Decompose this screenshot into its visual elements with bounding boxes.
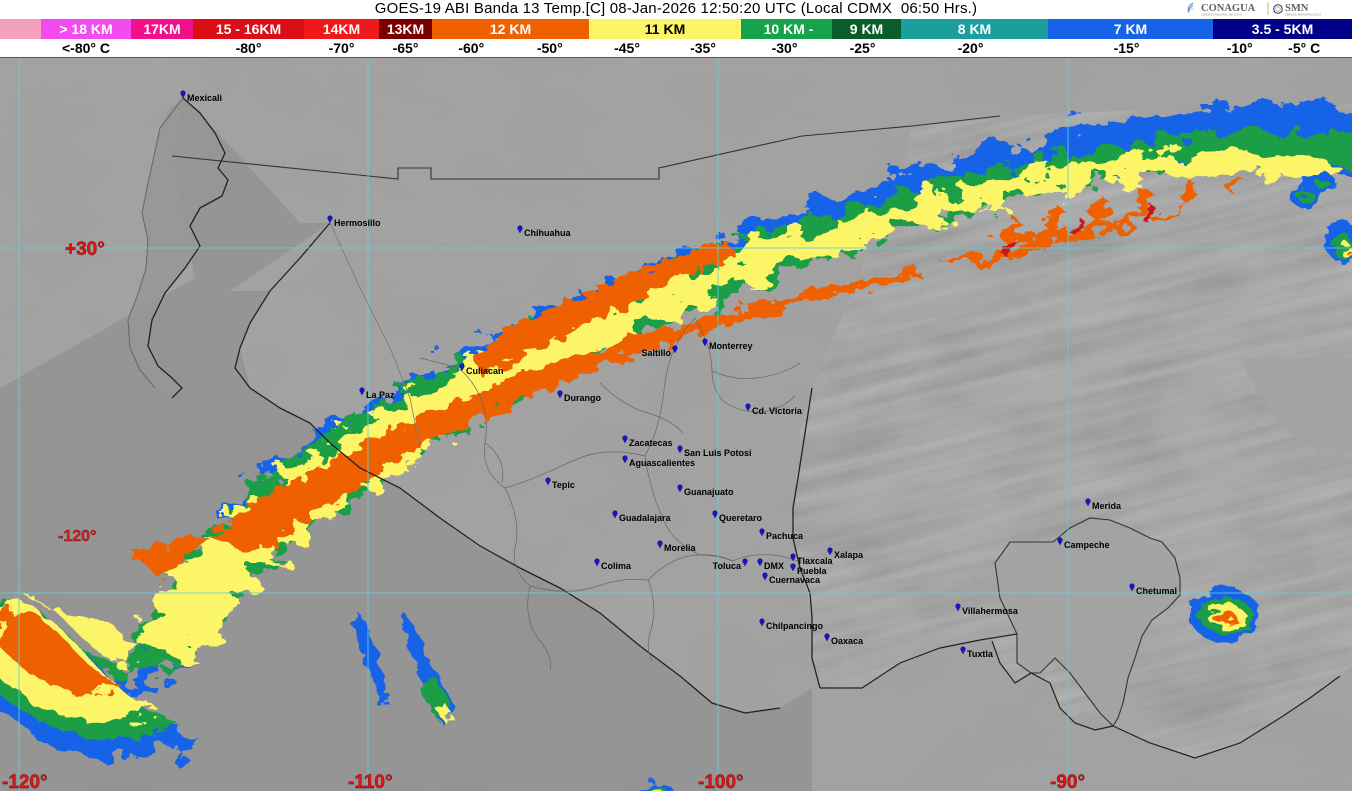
- svg-text:Campeche: Campeche: [1064, 540, 1110, 550]
- svg-text:San Luis Potosi: San Luis Potosi: [684, 448, 752, 458]
- svg-text:Hermosillo: Hermosillo: [334, 218, 381, 228]
- svg-text:-100°: -100°: [698, 772, 744, 791]
- svg-text:Tuxtla: Tuxtla: [967, 649, 994, 659]
- svg-text:Oaxaca: Oaxaca: [831, 636, 864, 646]
- svg-text:-120°: -120°: [58, 528, 96, 545]
- svg-text:Chihuahua: Chihuahua: [524, 228, 571, 238]
- svg-text:Xalapa: Xalapa: [834, 550, 864, 560]
- svg-text:Zacatecas: Zacatecas: [629, 438, 673, 448]
- svg-text:Aguascalientes: Aguascalientes: [629, 458, 695, 468]
- svg-text:Villahermosa: Villahermosa: [962, 606, 1019, 616]
- svg-text:Chetumal: Chetumal: [1136, 586, 1177, 596]
- svg-text:Culiacan: Culiacan: [466, 366, 504, 376]
- svg-text:SERVICIO METEOROLOGICO: SERVICIO METEOROLOGICO: [1285, 13, 1321, 17]
- svg-text:Toluca: Toluca: [713, 561, 742, 571]
- svg-text:CONAGUA: CONAGUA: [1201, 3, 1256, 14]
- svg-text:Durango: Durango: [564, 393, 602, 403]
- svg-text:Tepic: Tepic: [552, 480, 575, 490]
- svg-text:+30°: +30°: [65, 239, 105, 260]
- svg-text:Tlaxcala: Tlaxcala: [797, 556, 834, 566]
- svg-text:Monterrey: Monterrey: [709, 341, 753, 351]
- svg-text:-90°: -90°: [1050, 772, 1085, 791]
- svg-text:Pachuca: Pachuca: [766, 531, 804, 541]
- svg-text:DMX: DMX: [764, 561, 784, 571]
- svg-text:Guanajuato: Guanajuato: [684, 487, 734, 497]
- svg-text:Saltillo: Saltillo: [641, 348, 671, 358]
- svg-text:La Paz: La Paz: [366, 390, 395, 400]
- svg-text:Colima: Colima: [601, 561, 632, 571]
- svg-text:Cuernavaca: Cuernavaca: [769, 575, 821, 585]
- svg-text:Mexicali: Mexicali: [187, 93, 222, 103]
- svg-text:SMN: SMN: [1285, 3, 1309, 14]
- svg-text:Merida: Merida: [1092, 501, 1122, 511]
- svg-text:-110°: -110°: [348, 772, 393, 791]
- svg-text:Cd. Victoria: Cd. Victoria: [752, 406, 803, 416]
- svg-text:Guadalajara: Guadalajara: [619, 513, 672, 523]
- svg-text:Queretaro: Queretaro: [719, 513, 763, 523]
- svg-text:COMISION NACIONAL DEL AGUA: COMISION NACIONAL DEL AGUA: [1201, 13, 1242, 17]
- svg-text:Morelia: Morelia: [664, 543, 697, 553]
- svg-text:Chilpancingo: Chilpancingo: [766, 621, 823, 631]
- svg-text:-120°: -120°: [2, 772, 48, 791]
